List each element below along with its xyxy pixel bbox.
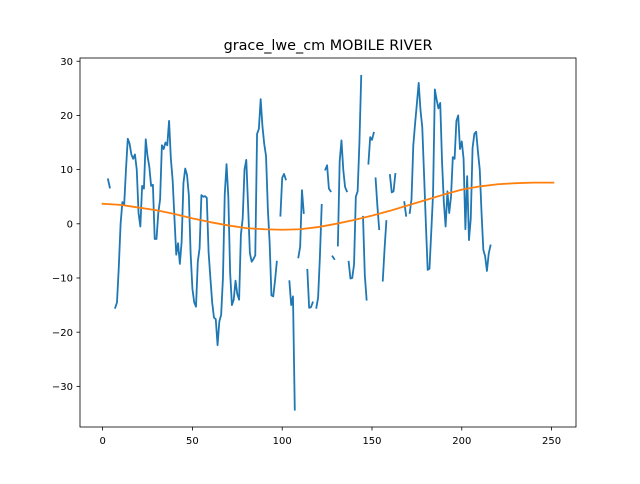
y-tick-label: 30 [60,57,73,68]
series-1-line-segment-9 [331,255,336,261]
series-1-line-segment-18 [408,82,492,272]
series-1-line-segment-17 [403,201,408,217]
plot-frame [79,57,577,428]
series-1-line-segment-14 [374,177,381,231]
y-tick-label: −30 [52,382,73,393]
series-1-line-segment-5 [297,189,305,259]
x-tick-label: 150 [362,436,381,447]
x-tick-label: 250 [542,436,561,447]
y-tick-label: −20 [52,328,73,339]
x-tick-label: 50 [186,436,199,447]
series-1-line-segment-15 [381,220,388,282]
axes-layer: 0 50 100 150 200 250 −30 −20 −10 0 10 20 30 [52,57,577,447]
series-1-line-segment-7 [315,203,323,309]
series-layer [101,74,555,411]
y-tick-label: 0 [67,219,73,230]
series-1-line-segment-2 [114,98,278,347]
series-1-line-segment-6 [306,268,314,309]
series-1-line-segment-13 [367,131,375,165]
x-tick-label: 200 [452,436,471,447]
x-tick-label: 100 [273,436,292,447]
series-1-line-segment-11 [347,74,363,280]
series-2-line-segment-1 [101,181,555,231]
chart-title: grace_lwe_cm MOBILE RIVER [224,38,433,54]
series-1-line-segment-8 [324,164,332,193]
x-tick-label: 0 [99,436,105,447]
series-1-line-segment-10 [336,139,349,247]
y-tick-label: −10 [52,274,73,285]
series-1-line-segment-4 [288,280,296,411]
series-1-line-segment-3 [279,173,287,217]
y-tick-label: 10 [60,165,73,176]
series-1-line-segment-16 [388,172,397,194]
y-tick-label: 20 [60,111,73,122]
series-1-line-segment-12 [362,215,368,301]
series-1-line-segment-1 [106,178,111,189]
